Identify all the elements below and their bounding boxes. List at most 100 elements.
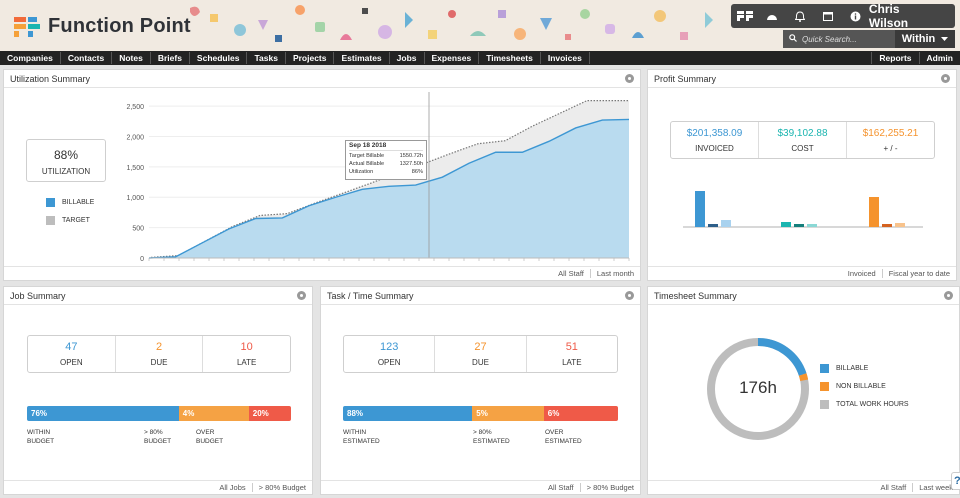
gear-icon[interactable]	[944, 291, 953, 300]
profit-bar[interactable]	[807, 224, 817, 227]
legend-swatch	[46, 198, 55, 207]
profit-bar[interactable]	[708, 224, 718, 227]
bar-over[interactable]: 6%	[543, 406, 618, 421]
dashboard-icon[interactable]	[759, 4, 787, 28]
nav-briefs[interactable]: Briefs	[151, 52, 190, 64]
filter-jobs[interactable]: All Jobs	[219, 483, 246, 492]
legend-swatch	[820, 364, 829, 373]
job-kpis: 47 OPEN 2 DUE 10 LATE	[27, 335, 291, 373]
timesheet-total: 176h	[739, 378, 777, 397]
filter-period[interactable]: Fiscal year to date	[881, 269, 956, 278]
bar-label: > 80% BUDGET	[144, 428, 171, 446]
filter-invoiced[interactable]: Invoiced	[847, 269, 876, 278]
profit-bar[interactable]	[781, 222, 791, 227]
legend-billable: BILLABLE	[820, 364, 868, 373]
bar-within[interactable]: 88%	[343, 406, 473, 421]
filter-budget[interactable]: > 80% Budget	[579, 483, 640, 492]
bar-within[interactable]: 76%	[27, 406, 179, 421]
kpi-value: 47	[65, 341, 78, 353]
fp-logo-icon[interactable]	[731, 4, 759, 28]
panel-footer: All Staff > 80% Budget	[321, 480, 640, 494]
filter-staff[interactable]: All Staff	[547, 483, 574, 492]
nav-timesheets[interactable]: Timesheets	[479, 52, 541, 64]
filter-budget[interactable]: > 80% Budget	[251, 483, 312, 492]
profit-chart	[683, 191, 923, 228]
kpi-label: DUE	[150, 358, 168, 367]
donut-billable-arc[interactable]	[757, 338, 807, 376]
profit-bar[interactable]	[794, 224, 804, 227]
y-tick-label: 1,500	[126, 165, 144, 172]
y-tick-label: 2,000	[126, 134, 144, 141]
nav-contacts[interactable]: Contacts	[61, 52, 113, 64]
app-name: Function Point	[48, 15, 191, 37]
help-button[interactable]: ?	[951, 472, 960, 490]
legend-label: BILLABLE	[62, 199, 95, 206]
tooltip-row: Utilization 86%	[349, 168, 423, 176]
legend-swatch	[820, 400, 829, 409]
filter-period[interactable]: Last month	[589, 269, 640, 278]
nav-companies[interactable]: Companies	[0, 52, 61, 64]
user-name[interactable]: Chris Wilson	[868, 2, 909, 30]
bar-over-80[interactable]: 5%	[472, 406, 544, 421]
chevron-down-icon	[941, 37, 949, 41]
gear-icon[interactable]	[625, 291, 634, 300]
kpi-label: INVOICED	[695, 143, 734, 153]
donut-non-billable-arc[interactable]	[798, 373, 809, 381]
filter-staff[interactable]: All Staff	[880, 483, 907, 492]
nav-expenses[interactable]: Expenses	[425, 52, 480, 64]
app-logo[interactable]: Function Point	[14, 15, 191, 38]
calendar-icon[interactable]	[814, 4, 842, 28]
profit-bar[interactable]	[869, 197, 879, 227]
y-tick-label: 2,500	[126, 104, 144, 111]
legend-label: TOTAL WORK HOURS	[836, 401, 909, 408]
tooltip-key: Utilization	[349, 169, 374, 175]
bar-label-line: OVER	[196, 429, 215, 436]
gear-icon[interactable]	[941, 74, 950, 83]
kpi-due[interactable]: 2 DUE	[114, 336, 203, 372]
bar-label: OVER ESTIMATED	[545, 428, 582, 446]
kpi-late[interactable]: 10 LATE	[202, 336, 290, 372]
bar-label-line: > 80%	[144, 429, 163, 436]
info-icon[interactable]	[841, 4, 869, 28]
bar-over[interactable]: 20%	[248, 406, 291, 421]
kpi-open[interactable]: 123 OPEN	[344, 336, 434, 372]
filter-staff[interactable]: All Staff	[558, 269, 584, 278]
legend-swatch	[820, 382, 829, 391]
notification-bell-icon[interactable]	[786, 4, 814, 28]
nav-tasks[interactable]: Tasks	[247, 52, 286, 64]
bar-label-line: ESTIMATED	[343, 438, 380, 445]
bar-label: WITHIN BUDGET	[27, 428, 54, 446]
kpi-open[interactable]: 47 OPEN	[28, 336, 115, 372]
nav-jobs[interactable]: Jobs	[390, 52, 425, 64]
search-scope-select[interactable]: Within	[895, 30, 955, 48]
filter-period[interactable]: Last week	[912, 483, 959, 492]
profit-bar[interactable]	[882, 224, 892, 227]
kpi-label: OPEN	[377, 358, 401, 367]
billable-area	[149, 119, 629, 258]
tooltip-value: 1327.50h	[399, 161, 423, 167]
nav-reports[interactable]: Reports	[871, 52, 918, 64]
kpi-label: LATE	[562, 358, 582, 367]
kpi-value: 27	[474, 341, 487, 353]
kpi-late[interactable]: 51 LATE	[525, 336, 617, 372]
search-input[interactable]: Quick Search...	[783, 30, 895, 48]
nav-schedules[interactable]: Schedules	[190, 52, 248, 64]
job-summary-panel: Job Summary 47 OPEN 2 DUE 10 LATE 76% 4%…	[3, 286, 313, 495]
nav-notes[interactable]: Notes	[112, 52, 151, 64]
panel-header: Job Summary	[4, 287, 312, 305]
legend-label: TARGET	[62, 217, 90, 224]
gear-icon[interactable]	[625, 74, 634, 83]
profit-bar[interactable]	[695, 191, 705, 227]
nav-invoices[interactable]: Invoices	[541, 52, 590, 64]
kpi-due[interactable]: 27 DUE	[434, 336, 525, 372]
nav-admin[interactable]: Admin	[918, 52, 960, 64]
nav-estimates[interactable]: Estimates	[334, 52, 390, 64]
profit-bar[interactable]	[895, 223, 905, 227]
nav-projects[interactable]: Projects	[286, 52, 335, 64]
gear-icon[interactable]	[297, 291, 306, 300]
profit-bar[interactable]	[721, 220, 731, 227]
kpi-label: DUE	[472, 358, 489, 367]
bar-label-line: OVER	[545, 429, 564, 436]
legend-label: BILLABLE	[836, 365, 869, 372]
bar-over-80[interactable]: 4%	[178, 406, 249, 421]
